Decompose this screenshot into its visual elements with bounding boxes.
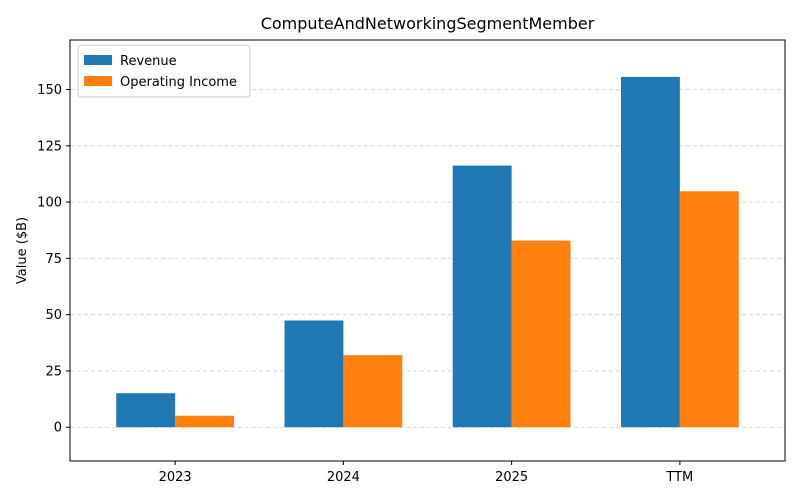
- y-tick-label: 50: [45, 308, 62, 323]
- y-tick-label: 150: [37, 83, 62, 98]
- y-tick-label: 75: [45, 252, 62, 267]
- bars: [116, 76, 739, 428]
- y-tick-label: 100: [37, 196, 62, 211]
- chart-title: ComputeAndNetworkingSegmentMember: [261, 14, 595, 33]
- x-tick-label: TTM: [665, 470, 693, 485]
- y-tick-label: 125: [37, 139, 62, 154]
- bar-revenue: [620, 76, 680, 428]
- legend-swatch: [84, 76, 112, 86]
- bar-operating-income: [511, 240, 571, 428]
- x-tick-label: 2025: [495, 470, 528, 485]
- bar-operating-income: [679, 191, 739, 428]
- y-tick-label: 25: [45, 364, 62, 379]
- bar-operating-income: [343, 355, 403, 428]
- y-tick-label: 0: [54, 421, 62, 436]
- bar-revenue: [116, 393, 176, 428]
- legend-label: Revenue: [120, 54, 177, 69]
- bar-revenue: [284, 320, 344, 428]
- x-tick-label: 2024: [327, 470, 360, 485]
- bar-revenue: [452, 165, 512, 428]
- legend-swatch: [84, 55, 112, 65]
- x-axis: 2023 2024 2025 TTM: [159, 461, 693, 485]
- y-axis: 0 25 50 75 100 125 150: [37, 83, 70, 436]
- x-tick-label: 2023: [159, 470, 192, 485]
- legend-frame: [77, 44, 251, 98]
- legend: Revenue Operating Income: [77, 44, 251, 98]
- legend-label: Operating Income: [120, 75, 237, 90]
- y-axis-label: Value ($B): [15, 217, 30, 284]
- bar-operating-income: [175, 415, 235, 428]
- plot-frame: [69, 39, 786, 462]
